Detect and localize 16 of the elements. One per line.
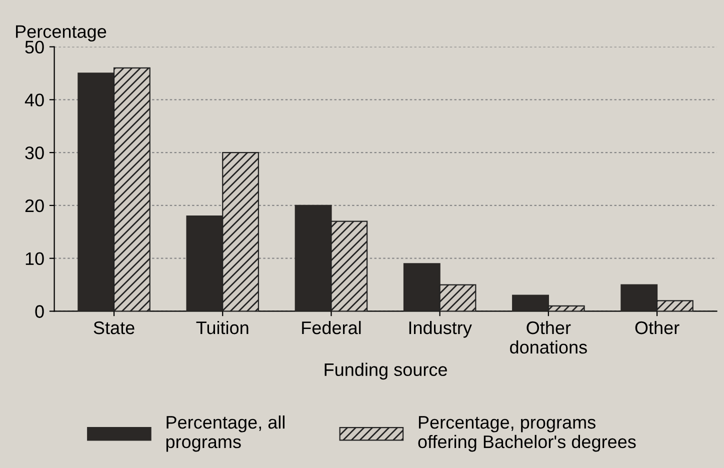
x-tick-label: Federal [302,320,361,334]
y-axis-title: Percentage [16,25,106,42]
legend-label: Percentage, programs offering Bachelor's degrees [418,416,636,452]
x-axis-title: Funding source [324,362,447,380]
x-tick-label: Other donations [510,320,587,354]
y-tick-label: 40 [24,94,44,106]
y-tick-label: 50 [25,40,44,54]
y-tick-label: 0 [35,305,44,318]
y-tick-label: 30 [25,146,44,160]
y-tick-label: 20 [25,199,44,212]
x-tick-label: Industry [409,320,472,338]
legend-label: Percentage, all programs [166,415,284,452]
x-tick-label: State [94,321,134,334]
y-tick-label: 10 [26,252,44,266]
x-tick-label: Other [635,320,680,334]
x-tick-label: Tuition [196,320,248,334]
